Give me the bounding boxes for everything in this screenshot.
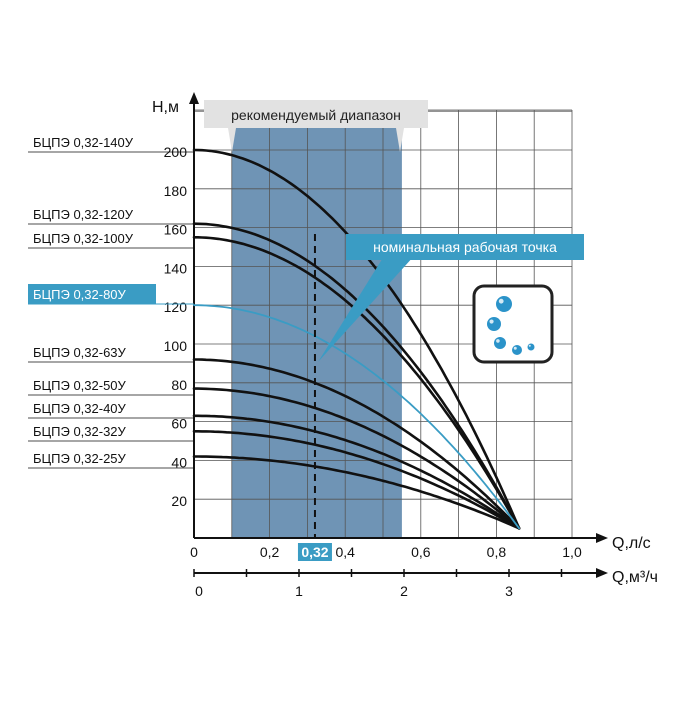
series-label: БЦПЭ 0,32-100У bbox=[33, 231, 134, 246]
y-axis-arrow bbox=[189, 92, 199, 104]
series-label: БЦПЭ 0,32-25У bbox=[33, 451, 127, 466]
pump-curve-highlighted bbox=[193, 304, 520, 530]
x-tick-label: 0,6 bbox=[411, 544, 431, 560]
recommended-range-pointer-left bbox=[228, 128, 236, 152]
y-tick-label: 140 bbox=[164, 260, 188, 276]
nominal-point-callout bbox=[346, 234, 584, 260]
x-tick-label: 0 bbox=[190, 544, 198, 560]
water-drop bbox=[527, 343, 535, 351]
x-tick-label: 1,0 bbox=[562, 544, 582, 560]
water-drop bbox=[496, 296, 512, 312]
x-tick-label: 0,8 bbox=[487, 544, 507, 560]
x2-axis-arrow bbox=[596, 568, 608, 578]
x-axis-arrow bbox=[596, 533, 608, 543]
series-label: БЦПЭ 0,32-63У bbox=[33, 345, 127, 360]
water-drop bbox=[487, 317, 501, 331]
water-drop-shine bbox=[513, 346, 517, 350]
y-tick-label: 60 bbox=[171, 416, 187, 432]
nominal-label-text: 0,32 bbox=[301, 544, 328, 560]
water-drop-shine bbox=[496, 339, 500, 343]
pump-curve bbox=[192, 414, 521, 530]
recommended-range-band bbox=[231, 110, 402, 538]
water-drop-shine bbox=[498, 298, 504, 304]
y-tick-label: 40 bbox=[171, 454, 187, 470]
pump-curve bbox=[192, 222, 521, 530]
recommended-range-callout bbox=[204, 100, 428, 128]
water-drop bbox=[494, 337, 506, 349]
x-tick-label: 0,2 bbox=[260, 544, 280, 560]
series-label: БЦПЭ 0,32-140У bbox=[33, 135, 134, 150]
y-tick-label: 180 bbox=[164, 183, 188, 199]
y-tick-label: 80 bbox=[171, 377, 187, 393]
water-drops-icon bbox=[472, 284, 554, 364]
pump-curve bbox=[192, 455, 521, 530]
pump-curve bbox=[192, 387, 521, 530]
x2-tick-label: 1 bbox=[295, 583, 303, 599]
pump-curve bbox=[192, 430, 521, 530]
water-drop-shine bbox=[528, 344, 531, 347]
recommended-range-pointer-right bbox=[396, 128, 404, 152]
nominal-label-box bbox=[297, 543, 332, 561]
series-label: БЦПЭ 0,32-40У bbox=[33, 401, 127, 416]
pump-curve bbox=[192, 358, 521, 530]
x-tick-label: 0,4 bbox=[335, 544, 355, 560]
series-label: БЦПЭ 0,32-50У bbox=[33, 378, 127, 393]
y-tick-label: 100 bbox=[164, 338, 188, 354]
nominal-point-label: номинальная рабочая точка bbox=[373, 239, 557, 255]
y-tick-label: 20 bbox=[171, 493, 187, 509]
y-tick-label: 160 bbox=[164, 222, 188, 238]
recommended-range-label: рекомендуемый диапазон bbox=[231, 107, 401, 123]
y-axis-label: Н,м bbox=[152, 99, 179, 116]
x2-tick-label: 2 bbox=[400, 583, 408, 599]
series-label: БЦПЭ 0,32-80У bbox=[33, 287, 127, 302]
x2-tick-label: 3 bbox=[505, 583, 513, 599]
icon-frame bbox=[472, 284, 554, 364]
x2-tick-label: 0 bbox=[195, 583, 203, 599]
x-axis-label: Q,л/с bbox=[612, 535, 651, 552]
y-tick-label: 120 bbox=[164, 299, 188, 315]
x2-axis-label: Q,м³/ч bbox=[612, 569, 658, 586]
series-label-highlight-box bbox=[28, 284, 156, 304]
water-drop-shine bbox=[489, 319, 494, 324]
water-drop bbox=[512, 345, 522, 355]
series-label: БЦПЭ 0,32-120У bbox=[33, 207, 134, 222]
series-label: БЦПЭ 0,32-32У bbox=[33, 424, 127, 439]
nominal-point-pointer bbox=[318, 256, 414, 362]
